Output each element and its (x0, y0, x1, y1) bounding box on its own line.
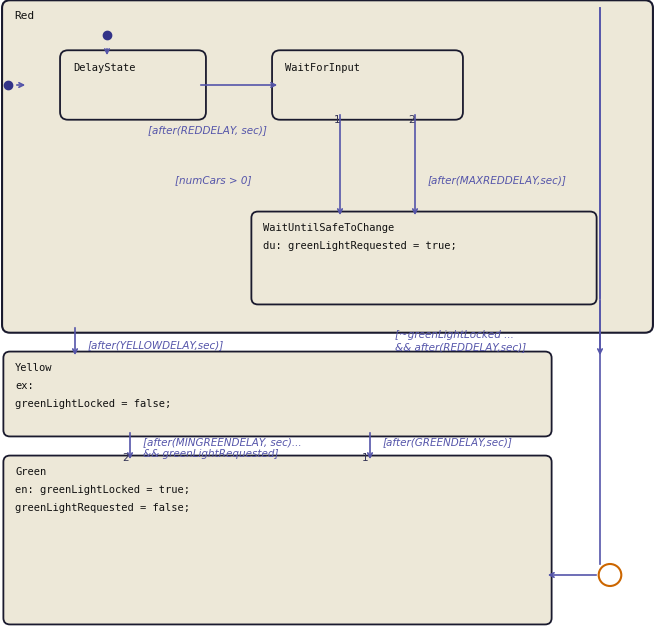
Text: 2: 2 (408, 115, 414, 125)
Text: [after(YELLOWDELAY,sec)]: [after(YELLOWDELAY,sec)] (88, 340, 224, 350)
Text: [numCars > 0]: [numCars > 0] (175, 175, 252, 185)
FancyBboxPatch shape (3, 455, 551, 625)
Text: 2: 2 (122, 453, 128, 463)
Text: [~greenLightLocked ...
&& after(REDDELAY,sec)]: [~greenLightLocked ... && after(REDDELAY… (395, 330, 526, 352)
Text: [after(MINGREENDELAY, sec)...
&& greenLightRequested]: [after(MINGREENDELAY, sec)... && greenLi… (143, 437, 302, 459)
FancyBboxPatch shape (60, 50, 206, 120)
Text: Yellow: Yellow (15, 363, 53, 373)
Text: [after(REDDELAY, sec)]: [after(REDDELAY, sec)] (148, 125, 267, 135)
Text: ex:: ex: (15, 381, 34, 391)
FancyBboxPatch shape (272, 50, 463, 120)
Text: DelayState: DelayState (73, 63, 136, 73)
Text: WaitForInput: WaitForInput (285, 63, 360, 73)
Text: greenLightLocked = false;: greenLightLocked = false; (15, 399, 171, 409)
Text: Green: Green (15, 467, 46, 477)
Text: du: greenLightRequested = true;: du: greenLightRequested = true; (263, 242, 457, 251)
Text: [after(GREENDELAY,sec)]: [after(GREENDELAY,sec)] (383, 437, 513, 447)
FancyBboxPatch shape (2, 0, 653, 333)
Text: WaitUntilSafeToChange: WaitUntilSafeToChange (263, 223, 395, 233)
FancyBboxPatch shape (252, 212, 596, 305)
Text: [after(MAXREDDELAY,sec)]: [after(MAXREDDELAY,sec)] (428, 175, 567, 185)
Text: en: greenLightLocked = true;: en: greenLightLocked = true; (15, 485, 190, 495)
Text: 1: 1 (362, 453, 369, 463)
Text: greenLightRequested = false;: greenLightRequested = false; (15, 503, 190, 513)
Text: Red: Red (14, 10, 34, 21)
Text: 1: 1 (334, 115, 341, 125)
FancyBboxPatch shape (3, 352, 551, 437)
